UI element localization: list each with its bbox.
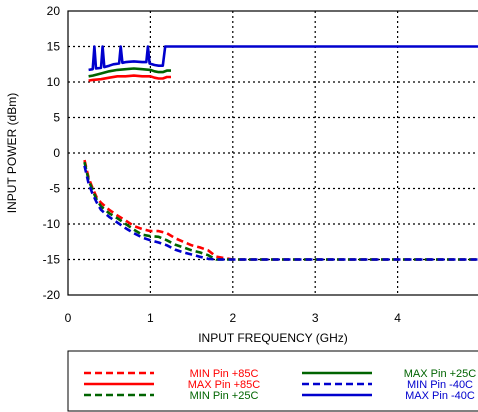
legend-label: MAX Pin +25C — [404, 368, 477, 380]
series-line-min-pin-40c — [83, 165, 478, 261]
series-lines — [83, 45, 478, 261]
y-tick-label: 5 — [53, 111, 60, 125]
x-tick-label: 4 — [394, 311, 401, 325]
series-line-max-pin-85c — [88, 74, 171, 82]
series-line-min-pin-25c — [83, 161, 478, 261]
x-tick-label: 0 — [65, 311, 72, 325]
x-axis-label: INPUT FREQUENCY (GHz) — [198, 331, 348, 345]
series-line-max-pin-25c — [88, 67, 171, 78]
y-tick-labels: 20 15 10 5 0 -5 -10 -15 -20 — [43, 4, 61, 302]
series-line-min-pin-85c — [83, 159, 478, 261]
y-tick-label: -5 — [49, 182, 60, 196]
y-tick-label: -10 — [43, 217, 61, 231]
grid-lines — [68, 11, 478, 295]
legend-label: MIN Pin +25C — [190, 390, 259, 402]
x-tick-label: 3 — [312, 311, 319, 325]
legend-label: MIN Pin -40C — [407, 379, 473, 391]
y-tick-label: -20 — [43, 288, 61, 302]
legend-label: MIN Pin +85C — [190, 368, 259, 380]
x-tick-label: 2 — [229, 311, 236, 325]
legend-label: MAX Pin +85C — [188, 379, 261, 391]
y-tick-label: -15 — [43, 253, 61, 267]
y-tick-label: 10 — [47, 75, 61, 89]
x-tick-label: 1 — [147, 311, 154, 325]
y-tick-label: 0 — [53, 146, 60, 160]
series-line-max-pin-40c — [88, 45, 478, 72]
legend-label: MAX Pin -40C — [405, 390, 475, 402]
y-axis-label: INPUT POWER (dBm) — [5, 93, 19, 213]
x-tick-labels: 0 1 2 3 4 — [65, 311, 402, 325]
legend-box — [67, 350, 478, 412]
plot-frame — [67, 10, 478, 296]
y-tick-label: 15 — [47, 40, 61, 54]
y-tick-label: 20 — [47, 4, 61, 18]
